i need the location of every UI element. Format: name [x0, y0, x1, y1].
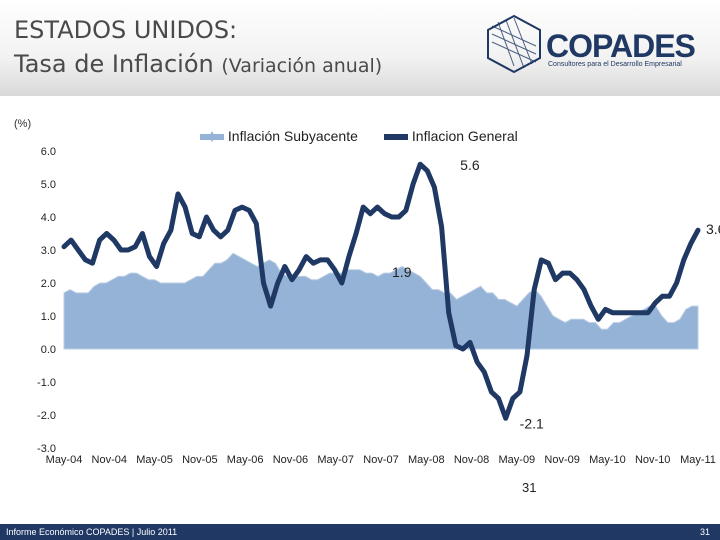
y-tick-label: 3.0	[41, 245, 56, 257]
y-tick-label: 4.0	[41, 212, 56, 224]
page-title-subtitle: (Variación anual)	[221, 55, 383, 77]
page-number: 31	[522, 480, 537, 495]
x-axis-ticks: May-04 Nov-04 May-05 Nov-05 May-06 Nov-06 May-…	[46, 454, 716, 466]
general-inflation-line	[61, 161, 701, 421]
x-tick-label: Nov-09	[544, 454, 579, 466]
y-tick-label: 2.0	[41, 278, 56, 290]
page-title-main: Tasa de Inflación	[14, 50, 214, 78]
footer-source: Informe Económico COPADES | Julio 2011	[6, 527, 178, 537]
data-label: 5.6	[460, 157, 480, 173]
x-tick-label: Nov-10	[635, 454, 670, 466]
legend-item-core: Inflación Subyacente	[200, 128, 358, 144]
legend-item-general: Inflacion General	[384, 128, 518, 144]
y-tick-label: 0.0	[41, 344, 56, 356]
x-tick-label: Nov-08	[454, 454, 489, 466]
x-tick-label: Nov-05	[182, 454, 217, 466]
hexagon-logo-icon	[487, 14, 541, 74]
core-inflation-area	[63, 252, 699, 350]
footer-page: 31	[699, 527, 710, 537]
copades-logo: COPADES Consultores para el Desarrollo E…	[484, 14, 704, 74]
footer-bar: Informe Económico COPADES | Julio 2011 3…	[0, 524, 720, 540]
logo-tagline: Consultores para el Desarrollo Empresari…	[548, 61, 682, 68]
x-tick-label: Nov-06	[273, 454, 308, 466]
x-tick-label: May-07	[317, 454, 354, 466]
x-tick-label: May-09	[499, 454, 536, 466]
x-tick-label: May-10	[589, 454, 626, 466]
y-tick-label: 6.0	[41, 146, 56, 158]
logo-wordmark: COPADES	[546, 28, 696, 64]
x-tick-label: Nov-04	[92, 454, 127, 466]
data-label: 3.6	[706, 221, 720, 237]
legend-core-swatch-icon	[200, 131, 224, 143]
x-tick-label: May-06	[227, 454, 264, 466]
y-axis-unit: (%)	[14, 118, 32, 130]
x-tick-label: May-11	[680, 454, 716, 466]
y-tick-label: -1.0	[37, 377, 56, 389]
y-tick-label: -2.0	[37, 410, 56, 422]
header-band: ESTADOS UNIDOS: Tasa de Inflación (Varia…	[0, 0, 720, 96]
x-tick-label: Nov-07	[363, 454, 398, 466]
data-labels: 5.6 3.6 1.9 -2.1	[392, 157, 720, 431]
y-tick-label: 5.0	[41, 179, 56, 191]
x-tick-label: May-05	[136, 454, 173, 466]
y-tick-label: -3.0	[37, 443, 56, 455]
inflation-chart: 6.0 5.0 4.0 3.0 2.0 1.0 0.0 -1.0 -2.0 -3.0 May-04…	[37, 146, 720, 466]
legend-core-label: Inflación Subyacente	[227, 128, 358, 144]
legend-general-label: Inflacion General	[411, 128, 518, 144]
x-tick-label: May-04	[46, 454, 83, 466]
data-label: -2.1	[520, 415, 544, 431]
page-title-line1: ESTADOS UNIDOS:	[14, 16, 238, 44]
legend-general-swatch-icon	[384, 134, 408, 141]
data-label: 1.9	[392, 264, 412, 280]
y-tick-label: 1.0	[41, 311, 56, 323]
y-axis-ticks: 6.0 5.0 4.0 3.0 2.0 1.0 0.0 -1.0 -2.0 -3.0	[37, 146, 56, 455]
page-title-line2: Tasa de Inflación (Variación anual)	[14, 50, 382, 78]
x-tick-label: May-08	[408, 454, 445, 466]
